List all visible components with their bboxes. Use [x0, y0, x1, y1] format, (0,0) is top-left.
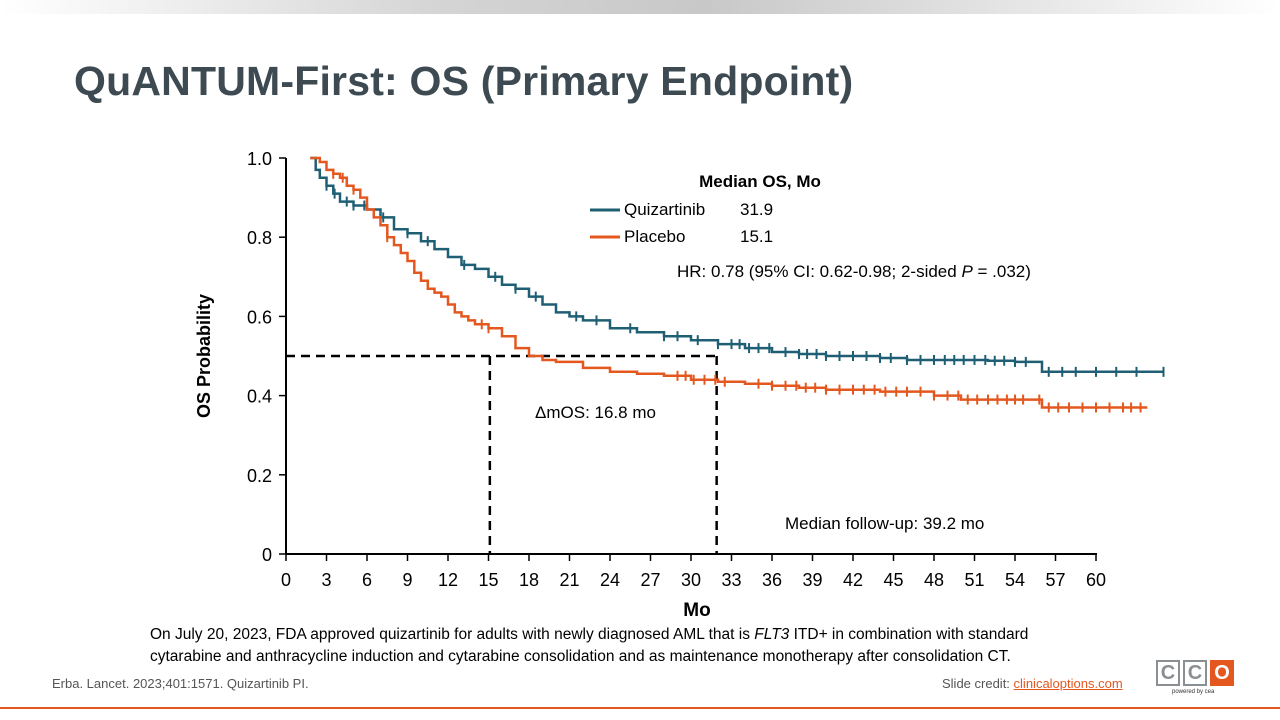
x-tick-label: 27 — [640, 570, 660, 590]
x-tick-label: 15 — [478, 570, 498, 590]
x-tick-label: 60 — [1086, 570, 1106, 590]
hr-p-symbol: P — [961, 262, 973, 281]
footnote-line-1: On July 20, 2023, FDA approved quizartin… — [150, 624, 1150, 646]
x-tick-label: 36 — [762, 570, 782, 590]
x-tick-label: 48 — [924, 570, 944, 590]
x-tick-label: 45 — [883, 570, 903, 590]
y-tick-label: 0.4 — [247, 387, 272, 407]
x-tick-label: 12 — [438, 570, 458, 590]
footnote-line-2: cytarabine and anthracycline induction a… — [150, 648, 1011, 665]
logo-tagline: powered by cea — [1172, 689, 1215, 695]
y-tick-label: 0.2 — [247, 466, 272, 486]
legend-value-quizartinib: 31.9 — [740, 200, 773, 219]
legend-label-quizartinib: Quizartinib — [624, 200, 705, 219]
legend-title: Median OS, Mo — [699, 172, 821, 191]
footnote-gene: FLT3 — [754, 626, 790, 643]
credit-link[interactable]: clinicaloptions.com — [1013, 676, 1123, 691]
x-tick-label: 21 — [559, 570, 579, 590]
annotations: HR: 0.78 (95% CI: 0.62-0.98; 2-sided P =… — [535, 262, 1031, 533]
x-tick-label: 54 — [1005, 570, 1025, 590]
x-tick-label: 42 — [843, 570, 863, 590]
x-tick-label: 33 — [721, 570, 741, 590]
x-tick-label: 6 — [362, 570, 372, 590]
slide-credit: Slide credit: clinicaloptions.com — [942, 676, 1123, 691]
footnote-text: On July 20, 2023, FDA approved quizartin… — [150, 626, 755, 643]
median-reference-lines — [286, 354, 718, 554]
logo-letter-o: O — [1210, 660, 1234, 686]
hr-annotation: HR: 0.78 (95% CI: 0.62-0.98; 2-sided P =… — [677, 262, 1031, 281]
km-curve-placebo — [310, 156, 1148, 409]
y-tick-label: 1.0 — [247, 149, 272, 169]
y-tick-label: 0.6 — [247, 307, 272, 327]
logo-letter-c2: C — [1183, 660, 1207, 686]
x-tick-label: 0 — [281, 570, 291, 590]
slide-title: QuANTUM-First: OS (Primary Endpoint) — [74, 58, 854, 104]
x-tick-label: 9 — [402, 570, 412, 590]
credit-label: Slide credit: — [942, 676, 1014, 691]
x-tick-label: 3 — [321, 570, 331, 590]
x-tick-label: 24 — [600, 570, 620, 590]
fda-approval-footnote: On July 20, 2023, FDA approved quizartin… — [150, 624, 1150, 668]
km-curves — [310, 156, 1165, 413]
median-followup-annotation: Median follow-up: 39.2 mo — [785, 514, 984, 533]
legend: Median OS, Mo Quizartinib 31.9 Placebo 15.1 — [590, 172, 821, 246]
delta-mos-annotation: ΔmOS: 16.8 mo — [535, 403, 656, 422]
legend-label-placebo: Placebo — [624, 227, 685, 246]
cco-logo: C C O powered by cea — [1156, 660, 1236, 704]
y-tick-label: 0 — [262, 545, 272, 565]
legend-value-placebo: 15.1 — [740, 227, 773, 246]
y-tick-label: 0.8 — [247, 228, 272, 248]
logo-letter-c1: C — [1156, 660, 1180, 686]
x-tick-label: 51 — [964, 570, 984, 590]
top-gradient-bar — [0, 0, 1280, 14]
bottom-accent-line — [0, 707, 1280, 709]
x-tick-label: 39 — [802, 570, 822, 590]
axes: 0 3 6 9 12 15 18 21 24 27 30 33 36 39 42 45 48 51 54 57 6000… — [194, 149, 1106, 621]
hr-text: HR: 0.78 (95% CI: 0.62-0.98; 2-sided — [677, 262, 961, 281]
footnote-text-end: ITD+ in combination with standard — [789, 626, 1029, 643]
x-axis-label: Mo — [683, 600, 710, 621]
x-tick-label: 18 — [519, 570, 539, 590]
citation: Erba. Lancet. 2023;401:1571. Quizartinib… — [52, 676, 309, 691]
x-tick-label: 57 — [1045, 570, 1065, 590]
y-axis-label: OS Probability — [194, 294, 214, 418]
hr-p-value: = .032) — [973, 262, 1031, 281]
x-tick-label: 30 — [681, 570, 701, 590]
